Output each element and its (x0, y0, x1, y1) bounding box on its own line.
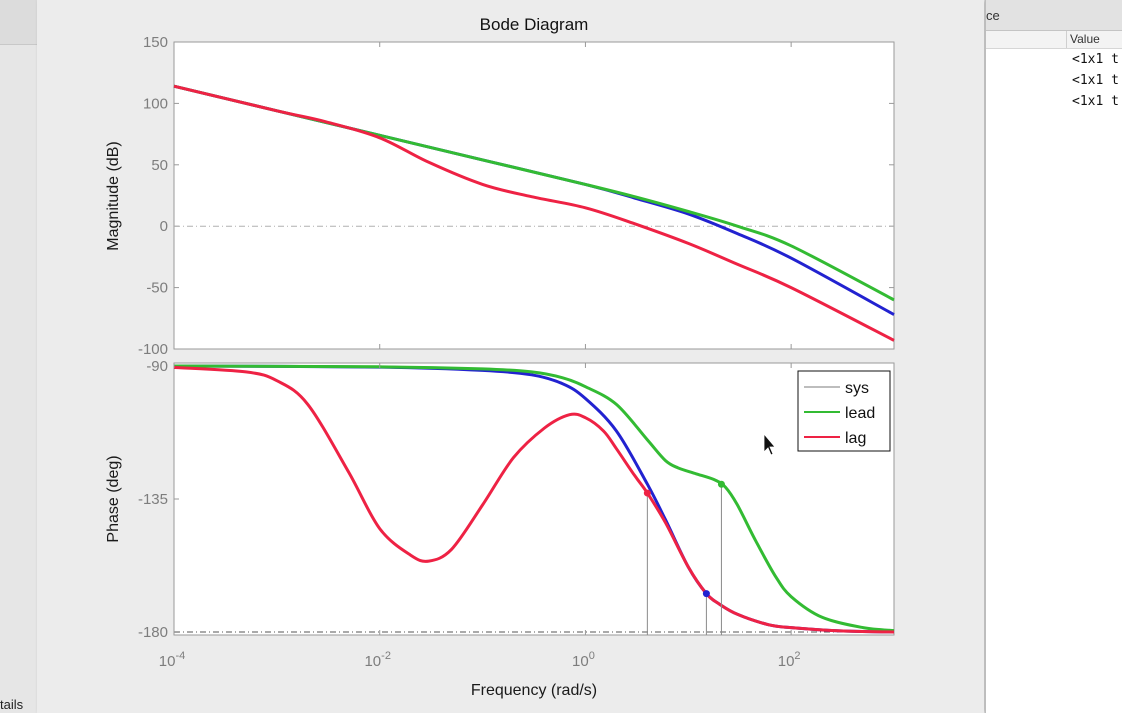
series-line-lag[interactable] (173, 84, 895, 342)
workspace-value-row[interactable]: <1x1 t (1072, 94, 1119, 109)
series-line-lag[interactable] (173, 365, 895, 634)
mouse-cursor-icon (763, 432, 776, 456)
workspace-value-row[interactable]: <1x1 t (1072, 73, 1119, 88)
workspace-value-row[interactable]: <1x1 t (1072, 52, 1119, 67)
frequency-axis-label: Frequency (rad/s) (471, 682, 597, 699)
chart-title: Bode Diagram (480, 15, 589, 34)
magnitude-series (173, 84, 895, 342)
magnitude-tick-labels: 150 100 50 0 -50 -100 (138, 34, 894, 358)
left-panel-label: tails (0, 697, 24, 712)
legend-label-sys: sys (845, 380, 869, 397)
left-panel-background: tails (0, 0, 37, 713)
workspace-column-divider[interactable] (1066, 31, 1067, 48)
frequency-tick-label: 10-4 (159, 650, 185, 670)
left-panel-toolbar (0, 0, 37, 45)
workspace-value-column-header[interactable]: Value (1070, 32, 1100, 46)
legend-label-lead: lead (845, 405, 875, 422)
magnitude-tick-label: 0 (160, 218, 168, 235)
phase-tick-label: -135 (138, 491, 168, 508)
workspace-panel: ce Value <1x1 t <1x1 t <1x1 t (985, 0, 1122, 713)
crossover-marker-sys[interactable] (702, 590, 710, 598)
frequency-tick-label: 100 (572, 650, 595, 670)
phase-series (173, 364, 895, 635)
workspace-title: ce (986, 8, 1000, 23)
workspace-header (986, 31, 1122, 49)
phase-tick-label: -180 (138, 624, 168, 641)
magnitude-tick-label: 100 (143, 95, 168, 112)
frequency-tick-label: 10-2 (364, 650, 390, 670)
crossover-marker-lead[interactable] (717, 480, 725, 488)
frequency-tick-labels: 10-4 10-2 100 102 (159, 42, 801, 670)
phase-tick-labels: -90 -135 -180 (138, 358, 894, 641)
series-line-lead[interactable] (173, 364, 895, 633)
legend[interactable]: sys lead lag (797, 370, 891, 452)
magnitude-tick-label: -100 (138, 341, 168, 358)
magnitude-axes[interactable] (173, 41, 895, 350)
magnitude-axis-label: Magnitude (dB) (105, 141, 122, 250)
magnitude-tick-label: -50 (146, 280, 168, 297)
frequency-tick-label: 102 (778, 650, 801, 670)
workspace-title-bar (986, 0, 1122, 31)
phase-axis-label: Phase (deg) (105, 455, 122, 542)
phase-axes[interactable] (173, 362, 895, 636)
magnitude-tick-label: 50 (151, 157, 168, 174)
crossover-marker-lag[interactable] (643, 489, 651, 497)
magnitude-tick-label: 150 (143, 34, 168, 51)
legend-label-lag: lag (845, 430, 866, 447)
phase-tick-label: -90 (146, 358, 168, 375)
